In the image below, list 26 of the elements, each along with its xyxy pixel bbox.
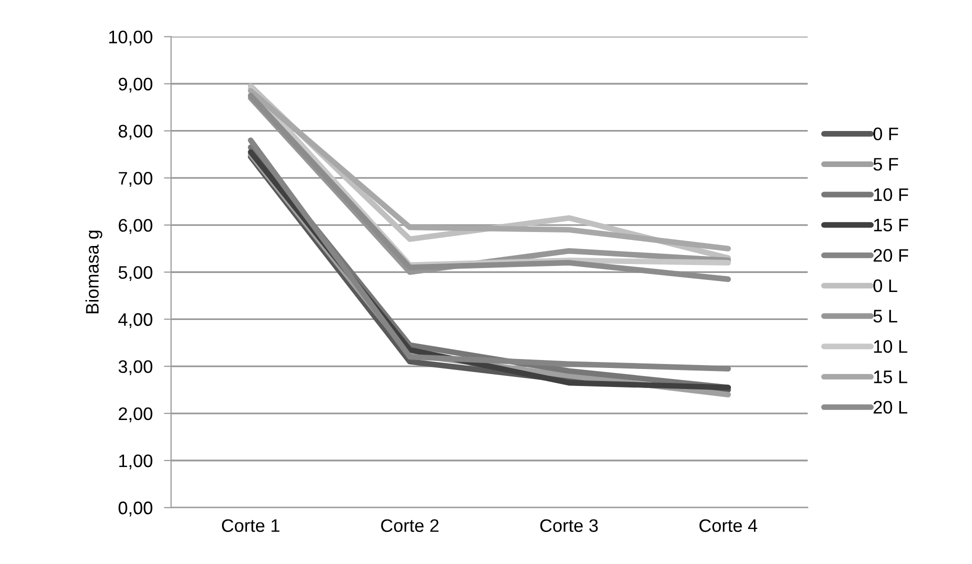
legend-label: 15 L — [874, 370, 908, 384]
legend-label: 10 F — [874, 188, 908, 202]
y-tick-label: 9,00 — [118, 78, 152, 93]
y-tick-label: 0,00 — [118, 502, 152, 516]
legend-label: 5 L — [873, 310, 898, 323]
y-tick-label: 4,00 — [118, 313, 152, 328]
y-tick-label: 8,00 — [118, 124, 152, 140]
legend-label: 5 F — [873, 158, 898, 171]
legend-label: 0 F — [873, 128, 898, 140]
y-tick-label: 7,00 — [118, 172, 152, 187]
y-axis-title: Biomasa g — [85, 230, 102, 314]
y-tick-label: 6,00 — [118, 218, 152, 234]
y-tick-label: 10,00 — [109, 30, 152, 46]
x-tick-label: Corte 1 — [222, 519, 280, 532]
x-tick-label: Corte 2 — [381, 519, 439, 532]
legend-label: 20 L — [874, 400, 908, 414]
y-tick-label: 5,00 — [118, 266, 152, 281]
legend-label: 10 L — [874, 340, 908, 353]
legend-label: 20 F — [874, 249, 908, 262]
legend-label: 15 F — [874, 218, 908, 232]
legend-label: 0 L — [873, 279, 898, 292]
y-tick-label: 2,00 — [118, 407, 152, 422]
x-tick-label: Corte 4 — [699, 519, 758, 532]
x-tick-label: Corte 3 — [540, 519, 598, 532]
y-tick-label: 1,00 — [119, 454, 152, 470]
y-tick-label: 3,00 — [118, 360, 152, 376]
